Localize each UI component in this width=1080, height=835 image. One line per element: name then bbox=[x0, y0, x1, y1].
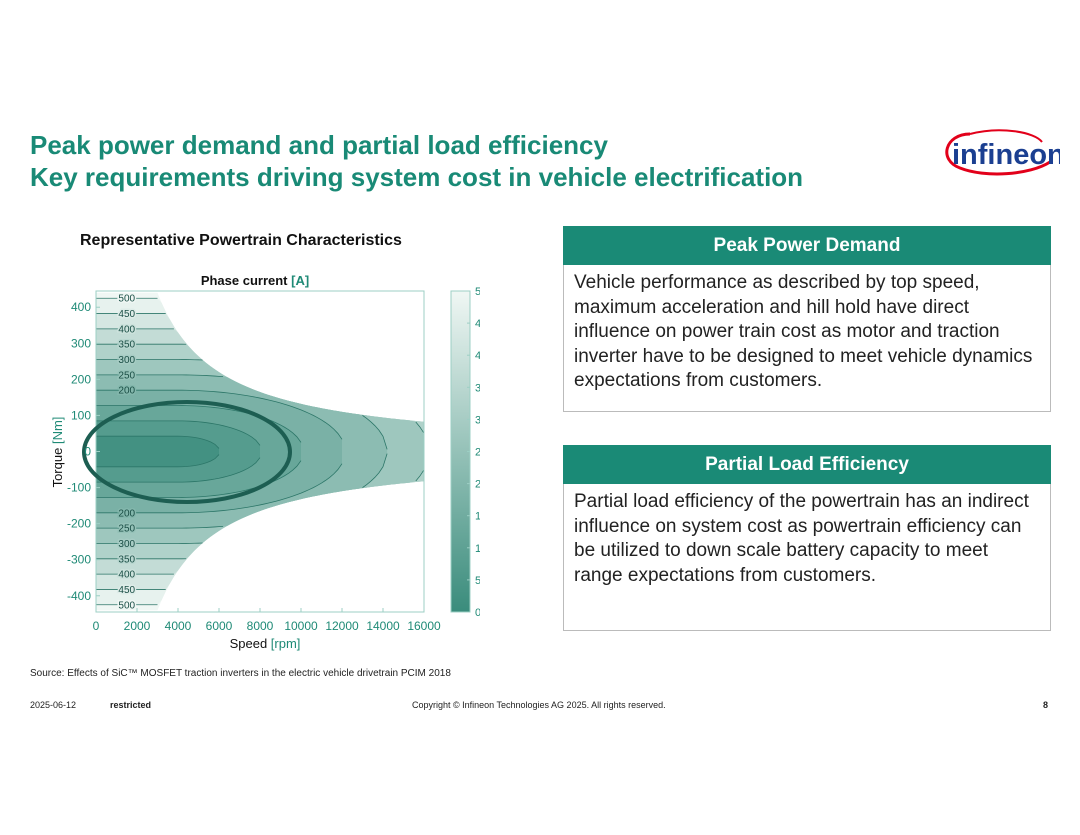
contour-label: 250 bbox=[118, 370, 135, 381]
contour-label: 200 bbox=[118, 386, 135, 397]
contour-line bbox=[96, 453, 388, 529]
contour-label: 350 bbox=[118, 340, 135, 351]
chart-title-text: Phase current bbox=[201, 273, 288, 288]
contour-label: 400 bbox=[118, 324, 135, 335]
colorbar-tick-label: 500 bbox=[475, 286, 480, 298]
contour-label: 200 bbox=[118, 508, 135, 519]
contour-line bbox=[96, 463, 343, 514]
contour-line bbox=[96, 389, 343, 440]
logo-swoosh bbox=[945, 132, 1051, 176]
plot-area: 200 200 250 250 300 300 350 350 400 400 450 450 500 5… bbox=[96, 292, 424, 612]
x-label-unit: [rpm] bbox=[271, 636, 301, 651]
colorbar-tick-label: 450 bbox=[475, 318, 480, 330]
x-tick-label: 8000 bbox=[247, 619, 274, 633]
chart-heading: Representative Powertrain Characteristic… bbox=[80, 232, 402, 249]
contour-label: 250 bbox=[118, 524, 135, 535]
colorbar-tick-label: 300 bbox=[475, 414, 480, 426]
chart-title: Phase current [A] bbox=[201, 273, 309, 288]
y-tick-label: -400 bbox=[67, 589, 91, 603]
footer-copyright: Copyright © Infineon Technologies AG 202… bbox=[412, 700, 666, 710]
colorbar-tick-label: 150 bbox=[475, 511, 480, 523]
colorbar-tick-label: 50 bbox=[475, 575, 480, 587]
chart: Representative Powertrain Characteristic… bbox=[50, 232, 480, 651]
contour-line bbox=[96, 420, 261, 446]
colorbar-tick-label: 0 bbox=[475, 607, 480, 619]
x-axis-label: Speed [rpm] bbox=[230, 636, 301, 651]
y-label-text: Torque bbox=[50, 448, 65, 488]
contour-line bbox=[96, 359, 424, 434]
slide-title: Peak power demand and partial load effic… bbox=[30, 130, 608, 160]
contour-line bbox=[96, 457, 261, 483]
contour-label: 450 bbox=[118, 309, 135, 320]
contour-line bbox=[96, 454, 220, 468]
contour-label: 500 bbox=[118, 600, 135, 611]
y-tick-label: -100 bbox=[67, 481, 91, 495]
highlight-ellipse bbox=[82, 400, 292, 504]
y-tick-label: -200 bbox=[67, 517, 91, 531]
x-tick-label: 12000 bbox=[325, 619, 359, 633]
y-tick-label: 200 bbox=[71, 372, 91, 386]
logo-swoosh bbox=[969, 129, 1043, 143]
y-tick-label: 100 bbox=[71, 408, 91, 422]
y-label-unit: [Nm] bbox=[50, 417, 65, 444]
contour-line bbox=[96, 435, 220, 449]
contour-line bbox=[96, 469, 424, 544]
panel-text: Vehicle performance as described by top … bbox=[563, 265, 1051, 412]
x-tick-label: 6000 bbox=[206, 619, 233, 633]
y-tick-label: 0 bbox=[84, 445, 91, 459]
y-tick-label: -300 bbox=[67, 553, 91, 567]
colorbar-tick-label: 100 bbox=[475, 543, 480, 555]
colorbar-tick-label: 200 bbox=[475, 479, 480, 491]
logo: infineon bbox=[945, 129, 1060, 176]
x-tick-label: 16000 bbox=[407, 619, 441, 633]
contour-label: 500 bbox=[118, 294, 135, 305]
contour-fill bbox=[96, 436, 219, 467]
y-tick-label: 400 bbox=[71, 300, 91, 314]
contour-label: 450 bbox=[118, 585, 135, 596]
x-tick-label: 0 bbox=[93, 619, 100, 633]
contour-label: 300 bbox=[118, 539, 135, 550]
y-axis-label: Torque [Nm] bbox=[50, 417, 65, 488]
colorbar-tick-label: 400 bbox=[475, 350, 480, 362]
contour-label: 300 bbox=[118, 355, 135, 366]
slide-subtitle: Key requirements driving system cost in … bbox=[30, 162, 804, 192]
x-tick-label: 2000 bbox=[124, 619, 151, 633]
chart-title-unit: [A] bbox=[291, 273, 309, 288]
contour-label: 400 bbox=[118, 570, 135, 581]
footer-page: 8 bbox=[1043, 700, 1049, 710]
colorbar-tick-label: 250 bbox=[475, 447, 480, 459]
x-tick-label: 10000 bbox=[284, 619, 318, 633]
colorbar-tick-label: 350 bbox=[475, 382, 480, 394]
panel-title: Peak Power Demand bbox=[563, 226, 1051, 265]
logo-text: infineon bbox=[952, 139, 1060, 171]
panel-text: Partial load efficiency of the powertrai… bbox=[563, 484, 1051, 631]
panel-title: Partial Load Efficiency bbox=[563, 445, 1051, 484]
x-label-text: Speed bbox=[230, 636, 268, 651]
footer-date: 2025-06-12 bbox=[30, 700, 77, 710]
contour-label: 350 bbox=[118, 554, 135, 565]
x-tick-label: 14000 bbox=[366, 619, 400, 633]
x-tick-label: 4000 bbox=[165, 619, 192, 633]
footer-classification: restricted bbox=[110, 700, 152, 710]
source-note: Source: Effects of SiC™ MOSFET traction … bbox=[30, 668, 451, 679]
y-tick-label: 300 bbox=[71, 336, 91, 350]
contour-line bbox=[96, 374, 388, 450]
